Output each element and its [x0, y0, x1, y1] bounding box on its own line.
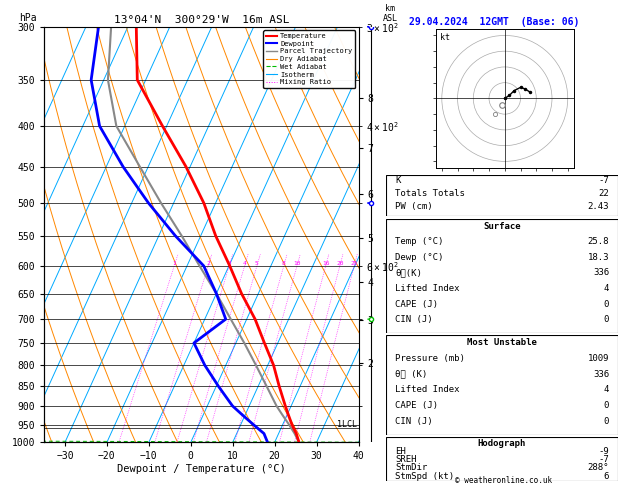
- Text: PW (cm): PW (cm): [395, 202, 433, 211]
- Text: 6: 6: [604, 472, 609, 481]
- Text: 2: 2: [206, 261, 210, 266]
- Text: hPa: hPa: [19, 13, 36, 22]
- Text: 29.04.2024  12GMT  (Base: 06): 29.04.2024 12GMT (Base: 06): [409, 17, 579, 27]
- Text: 288°: 288°: [587, 464, 609, 472]
- Text: 16: 16: [322, 261, 330, 266]
- Text: -7: -7: [598, 455, 609, 464]
- Text: 10: 10: [293, 261, 301, 266]
- Text: 4: 4: [604, 284, 609, 293]
- Text: 1LCL: 1LCL: [337, 420, 357, 429]
- Text: 22: 22: [598, 189, 609, 198]
- Text: 25: 25: [350, 261, 358, 266]
- Text: Hodograph: Hodograph: [478, 439, 526, 448]
- Text: km
ASL: km ASL: [382, 4, 398, 22]
- Text: -7: -7: [598, 176, 609, 185]
- Text: θᴇ (K): θᴇ (K): [395, 369, 427, 379]
- Text: Lifted Index: Lifted Index: [395, 284, 459, 293]
- Text: Most Unstable: Most Unstable: [467, 338, 537, 347]
- Text: kt: kt: [440, 34, 450, 42]
- Text: 1009: 1009: [587, 354, 609, 363]
- Text: 18.3: 18.3: [587, 253, 609, 262]
- Text: CAPE (J): CAPE (J): [395, 299, 438, 309]
- Text: 2.43: 2.43: [587, 202, 609, 211]
- Text: 0: 0: [604, 299, 609, 309]
- Text: 25.8: 25.8: [587, 237, 609, 246]
- Text: Pressure (mb): Pressure (mb): [395, 354, 465, 363]
- X-axis label: Dewpoint / Temperature (°C): Dewpoint / Temperature (°C): [117, 464, 286, 474]
- Text: 336: 336: [593, 268, 609, 278]
- Text: 4: 4: [243, 261, 247, 266]
- Text: EH: EH: [395, 447, 406, 456]
- Text: 336: 336: [593, 369, 609, 379]
- Text: StmDir: StmDir: [395, 464, 427, 472]
- Text: Lifted Index: Lifted Index: [395, 385, 459, 394]
- Text: 1: 1: [172, 261, 176, 266]
- Text: Surface: Surface: [483, 222, 521, 231]
- Text: Totals Totals: Totals Totals: [395, 189, 465, 198]
- Text: 3: 3: [227, 261, 231, 266]
- Text: K: K: [395, 176, 400, 185]
- Text: 0: 0: [604, 401, 609, 410]
- Text: θᴇ(K): θᴇ(K): [395, 268, 422, 278]
- Text: 20: 20: [336, 261, 343, 266]
- Text: StmSpd (kt): StmSpd (kt): [395, 472, 454, 481]
- Text: CAPE (J): CAPE (J): [395, 401, 438, 410]
- Title: 13°04'N  300°29'W  16m ASL: 13°04'N 300°29'W 16m ASL: [113, 15, 289, 25]
- Legend: Temperature, Dewpoint, Parcel Trajectory, Dry Adiabat, Wet Adiabat, Isotherm, Mi: Temperature, Dewpoint, Parcel Trajectory…: [264, 30, 355, 88]
- Text: CIN (J): CIN (J): [395, 417, 433, 426]
- Text: SREH: SREH: [395, 455, 416, 464]
- Text: 0: 0: [604, 417, 609, 426]
- Text: 4: 4: [604, 385, 609, 394]
- Text: -9: -9: [598, 447, 609, 456]
- Text: 0: 0: [604, 315, 609, 324]
- Text: 8: 8: [282, 261, 286, 266]
- Text: Temp (°C): Temp (°C): [395, 237, 443, 246]
- Text: Dewp (°C): Dewp (°C): [395, 253, 443, 262]
- Text: CIN (J): CIN (J): [395, 315, 433, 324]
- Text: 5: 5: [255, 261, 259, 266]
- Text: © weatheronline.co.uk: © weatheronline.co.uk: [455, 476, 552, 485]
